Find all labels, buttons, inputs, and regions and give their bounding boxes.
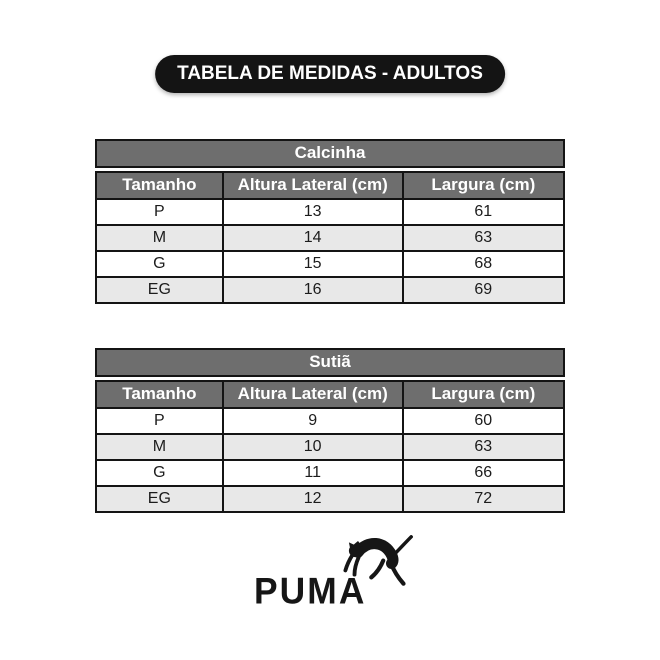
header-row: Tamanho Altura Lateral (cm) Largura (cm) [95, 171, 566, 200]
size-cell: EG [95, 276, 224, 304]
size-cell: P [95, 198, 224, 226]
measure-cell: 11 [221, 459, 404, 487]
measure-cell: 9 [221, 407, 404, 435]
size-cell: M [95, 224, 224, 252]
sutia-size-table: Sutiã Tamanho Altura Lateral (cm) Largura … [95, 348, 566, 513]
title-banner: TABELA DE MEDIDAS - ADULTOS [155, 55, 505, 93]
column-header: Altura Lateral (cm) [221, 380, 404, 409]
measure-cell: 66 [401, 459, 566, 487]
measure-cell: 72 [401, 485, 566, 513]
measure-cell: 69 [401, 276, 566, 304]
calcinha-size-table: Calcinha Tamanho Altura Lateral (cm) Largu… [95, 139, 566, 304]
calcinha-table: Tamanho Altura Lateral (cm) Largura (cm) P… [95, 171, 566, 304]
measure-cell: 68 [401, 250, 566, 278]
measure-cell: 15 [221, 250, 404, 278]
measure-cell: 16 [221, 276, 404, 304]
sutia-table: Tamanho Altura Lateral (cm) Largura (cm) P… [95, 380, 566, 513]
measure-cell: 13 [221, 198, 404, 226]
table-row: M 14 63 [95, 224, 566, 252]
column-header: Tamanho [95, 380, 224, 409]
table-row: M 10 63 [95, 433, 566, 461]
table-title-sutia: Sutiã [95, 348, 565, 377]
table-row: G 15 68 [95, 250, 566, 278]
table-row: P 13 61 [95, 198, 566, 226]
column-header: Tamanho [95, 171, 224, 200]
measure-cell: 63 [401, 433, 566, 461]
measure-cell: 12 [221, 485, 404, 513]
column-header: Largura (cm) [401, 171, 566, 200]
title-banner-label: TABELA DE MEDIDAS - ADULTOS [177, 63, 483, 84]
table-row: G 11 66 [95, 459, 566, 487]
table-title-calcinha: Calcinha [95, 139, 565, 168]
puma-wordmark: PUMA [254, 571, 367, 613]
measure-cell: 60 [401, 407, 566, 435]
column-header: Altura Lateral (cm) [221, 171, 404, 200]
size-cell: P [95, 407, 224, 435]
size-cell: G [95, 459, 224, 487]
size-cell: EG [95, 485, 224, 513]
table-row: EG 16 69 [95, 276, 566, 304]
measure-cell: 14 [221, 224, 404, 252]
table-row: EG 12 72 [95, 485, 566, 513]
column-header: Largura (cm) [401, 380, 566, 409]
measure-cell: 63 [401, 224, 566, 252]
table-row: P 9 60 [95, 407, 566, 435]
puma-logo: PUMA [254, 534, 413, 613]
measure-cell: 10 [221, 433, 404, 461]
leaping-puma-icon [342, 534, 416, 590]
size-cell: G [95, 250, 224, 278]
header-row: Tamanho Altura Lateral (cm) Largura (cm) [95, 380, 566, 409]
size-cell: M [95, 433, 224, 461]
size-tables: Calcinha Tamanho Altura Lateral (cm) Largu… [95, 139, 566, 513]
measure-cell: 61 [401, 198, 566, 226]
